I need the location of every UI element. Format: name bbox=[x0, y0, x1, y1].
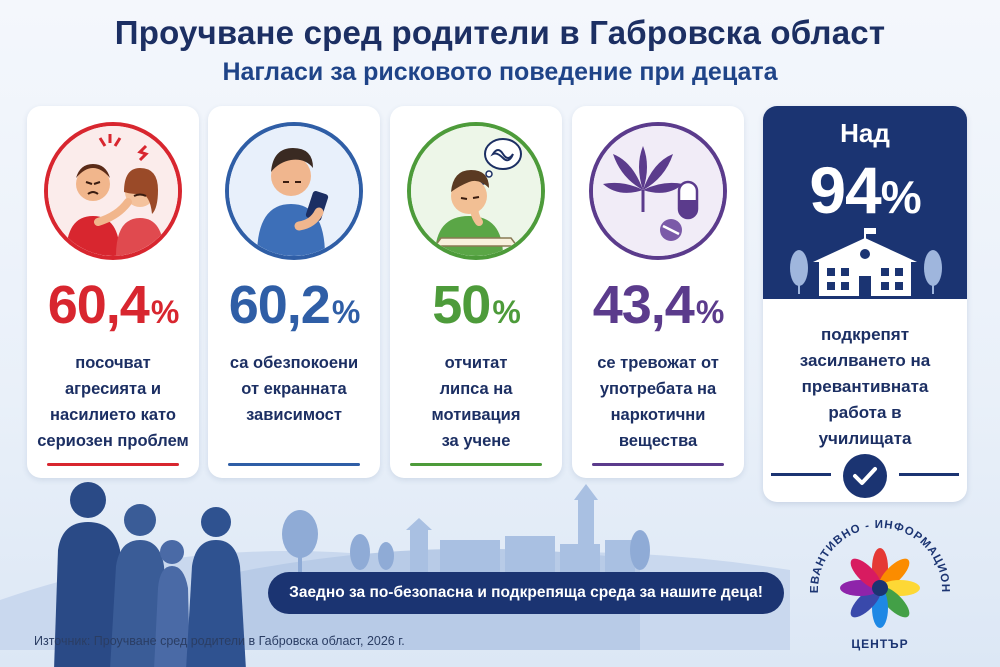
stat-card-motivation: 50% отчитат липса на мотивация за учене bbox=[390, 106, 562, 478]
highlight-header: Над 94% bbox=[763, 106, 967, 299]
check-divider bbox=[771, 454, 959, 498]
page-subtitle: Нагласи за рисковото поведение при децат… bbox=[222, 58, 778, 86]
stat-value: 60,2% bbox=[228, 275, 361, 335]
family-silhouette-illustration bbox=[54, 482, 246, 667]
card-underline bbox=[228, 463, 360, 466]
conflict-icon bbox=[44, 122, 182, 260]
stat-card-drugs: 43,4% се тревожат от употребата на наркоти… bbox=[572, 106, 744, 478]
stat-value: 60,4% bbox=[47, 275, 180, 335]
stat-description: посочват агресията и насилието като сериозе… bbox=[37, 354, 189, 450]
card-underline bbox=[410, 463, 542, 466]
stat-value: 43,4% bbox=[592, 275, 725, 335]
stat-description: са обезпокоени от екранната зависимост bbox=[229, 354, 359, 424]
highlight-description: подкрепят засилването на превантивната рабо… bbox=[799, 325, 931, 448]
highlight-value: 94% bbox=[809, 153, 921, 227]
prevention-center-logo: ПРЕВАНТИВНО - ИНФОРМАЦИОНЕН ЦЕНТЪР bbox=[800, 508, 950, 651]
smartphone-child-icon bbox=[225, 122, 363, 260]
stat-card-screen-addiction: 60,2% са обезпокоени от екранната зависимо… bbox=[208, 106, 380, 478]
stat-value: 50% bbox=[432, 275, 521, 335]
card-underline bbox=[592, 463, 724, 466]
school-building-icon bbox=[790, 228, 942, 296]
stat-description: се тревожат от употребата на наркотични вещ… bbox=[597, 354, 719, 450]
stat-description: отчитат липса на мотивация за учене bbox=[431, 354, 521, 450]
stat-card-prevention-support: Над 94% подкрепят засилването bbox=[763, 106, 967, 502]
checkmark-icon bbox=[843, 454, 887, 498]
slogan-banner: Заедно за по-безопасна и подкрепяща сред… bbox=[268, 572, 784, 614]
card-underline bbox=[47, 463, 179, 466]
bored-student-icon bbox=[407, 122, 545, 260]
source-note: Източник: Проучване сред родители в Габр… bbox=[34, 634, 405, 648]
page-title: Проучване сред родители в Габровска обла… bbox=[114, 14, 886, 51]
highlight-prefix: Над bbox=[840, 118, 890, 148]
drugs-icon bbox=[589, 122, 727, 260]
stat-card-aggression: 60,4% посочват агресията и насилието като с… bbox=[27, 106, 199, 478]
svg-text:ЦЕНТЪР: ЦЕНТЪР bbox=[851, 637, 908, 651]
